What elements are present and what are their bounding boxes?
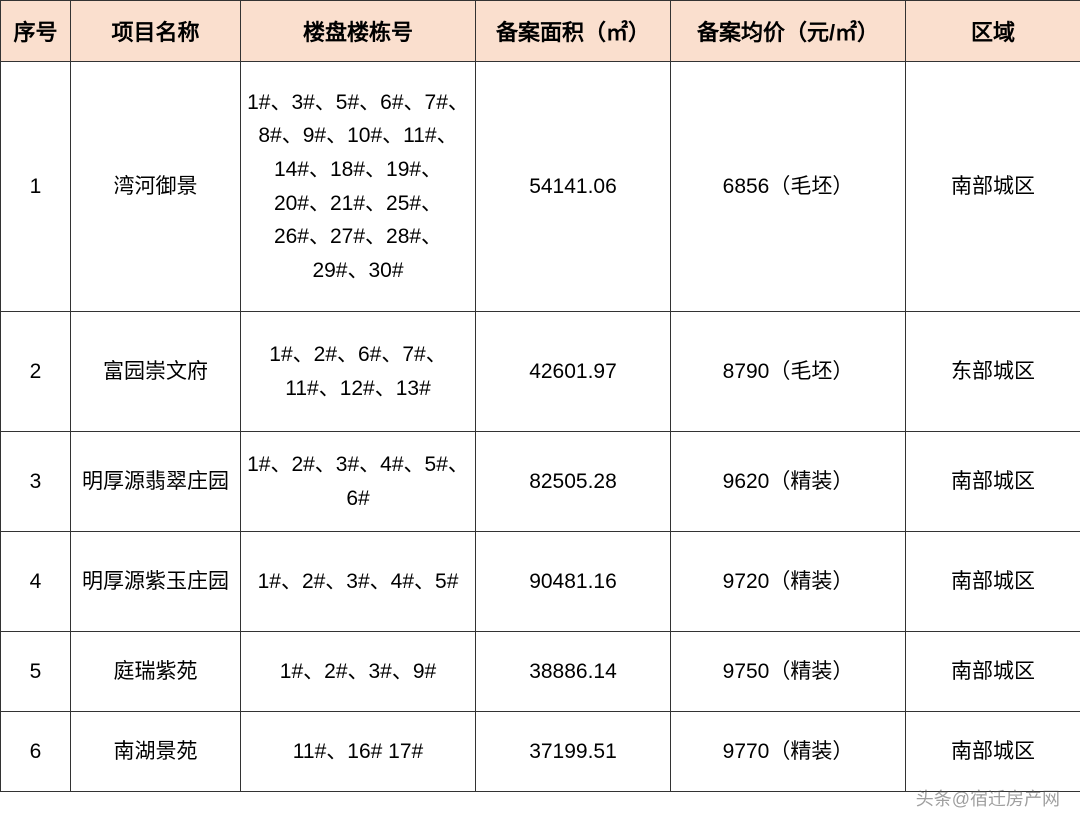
- cell-area: 37199.51: [476, 712, 671, 792]
- cell-region: 南部城区: [906, 62, 1080, 312]
- cell-name: 湾河御景: [71, 62, 241, 312]
- col-header-price: 备案均价（元/㎡）: [671, 1, 906, 62]
- cell-building: 1#、2#、6#、7#、11#、12#、13#: [241, 312, 476, 432]
- table-row: 5 庭瑞紫苑 1#、2#、3#、9# 38886.14 9750（精装） 南部城…: [1, 632, 1080, 712]
- cell-price: 9720（精装）: [671, 532, 906, 632]
- property-table: 序号 项目名称 楼盘楼栋号 备案面积（㎡） 备案均价（元/㎡） 区域 1 湾河御…: [0, 0, 1080, 792]
- cell-building: 11#、16# 17#: [241, 712, 476, 792]
- cell-building: 1#、2#、3#、4#、5#: [241, 532, 476, 632]
- cell-building: 1#、2#、3#、4#、5#、6#: [241, 432, 476, 532]
- col-header-building: 楼盘楼栋号: [241, 1, 476, 62]
- cell-name: 明厚源紫玉庄园: [71, 532, 241, 632]
- cell-seq: 1: [1, 62, 71, 312]
- cell-price: 9620（精装）: [671, 432, 906, 532]
- cell-price: 9770（精装）: [671, 712, 906, 792]
- cell-area: 38886.14: [476, 632, 671, 712]
- cell-seq: 4: [1, 532, 71, 632]
- cell-building: 1#、3#、5#、6#、7#、8#、9#、10#、11#、14#、18#、19#…: [241, 62, 476, 312]
- cell-price: 6856（毛坯）: [671, 62, 906, 312]
- table-row: 1 湾河御景 1#、3#、5#、6#、7#、8#、9#、10#、11#、14#、…: [1, 62, 1080, 312]
- cell-area: 90481.16: [476, 532, 671, 632]
- cell-seq: 6: [1, 712, 71, 792]
- cell-name: 富园崇文府: [71, 312, 241, 432]
- cell-area: 54141.06: [476, 62, 671, 312]
- cell-region: 南部城区: [906, 712, 1080, 792]
- cell-seq: 5: [1, 632, 71, 712]
- table-row: 2 富园崇文府 1#、2#、6#、7#、11#、12#、13# 42601.97…: [1, 312, 1080, 432]
- table-body: 1 湾河御景 1#、3#、5#、6#、7#、8#、9#、10#、11#、14#、…: [1, 62, 1080, 792]
- cell-seq: 3: [1, 432, 71, 532]
- table-header: 序号 项目名称 楼盘楼栋号 备案面积（㎡） 备案均价（元/㎡） 区域: [1, 1, 1080, 62]
- cell-area: 42601.97: [476, 312, 671, 432]
- cell-name: 南湖景苑: [71, 712, 241, 792]
- cell-price: 9750（精装）: [671, 632, 906, 712]
- cell-building: 1#、2#、3#、9#: [241, 632, 476, 712]
- cell-price: 8790（毛坯）: [671, 312, 906, 432]
- cell-region: 南部城区: [906, 632, 1080, 712]
- cell-area: 82505.28: [476, 432, 671, 532]
- col-header-name: 项目名称: [71, 1, 241, 62]
- col-header-region: 区域: [906, 1, 1080, 62]
- table-row: 6 南湖景苑 11#、16# 17# 37199.51 9770（精装） 南部城…: [1, 712, 1080, 792]
- table-row: 4 明厚源紫玉庄园 1#、2#、3#、4#、5# 90481.16 9720（精…: [1, 532, 1080, 632]
- table-row: 3 明厚源翡翠庄园 1#、2#、3#、4#、5#、6# 82505.28 962…: [1, 432, 1080, 532]
- cell-name: 明厚源翡翠庄园: [71, 432, 241, 532]
- cell-region: 南部城区: [906, 532, 1080, 632]
- cell-name: 庭瑞紫苑: [71, 632, 241, 712]
- cell-region: 东部城区: [906, 312, 1080, 432]
- col-header-area: 备案面积（㎡）: [476, 1, 671, 62]
- cell-region: 南部城区: [906, 432, 1080, 532]
- cell-seq: 2: [1, 312, 71, 432]
- col-header-seq: 序号: [1, 1, 71, 62]
